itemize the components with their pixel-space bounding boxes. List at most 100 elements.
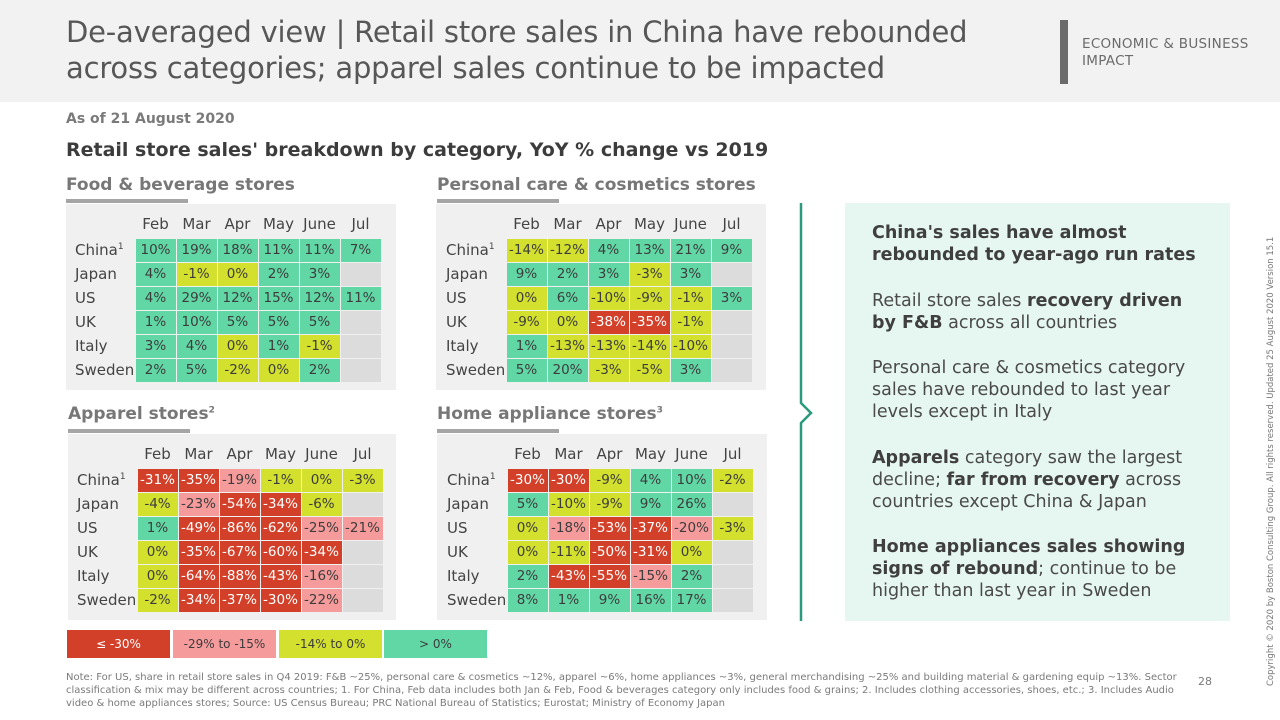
heatmap-cell: 0% [505, 285, 548, 311]
heatmap-cell: -34% [259, 491, 302, 517]
table-row: Italy 2% -43% -55% -15% 2% [445, 563, 754, 589]
table-row: Sweden 2% 5% -2% 0% 2% [73, 357, 382, 383]
legend-label: -14% to 0% [295, 637, 366, 651]
heatmap-cell: -9% [588, 467, 631, 493]
heatmap-cell: 11% [298, 237, 341, 263]
heatmap-cell: 5% [175, 357, 218, 383]
panel-title-text: Home appliance stores [437, 404, 657, 424]
header-corner [444, 210, 506, 238]
heatmap-cell: -35% [177, 539, 220, 565]
month-header: May [264, 444, 296, 463]
month-header: Feb [144, 444, 171, 463]
heatmap-cell: 10% [175, 309, 218, 335]
heatmap-cell: -35% [177, 467, 220, 493]
heatmap-cell: -3% [628, 261, 671, 287]
heatmap-cell: 0% [136, 539, 179, 565]
heatmap-cell: 4% [134, 261, 177, 287]
country-name: Italy [446, 337, 479, 355]
heatmap-cell: -1% [298, 333, 341, 359]
country-name: US [447, 519, 468, 537]
heatmap-cell: -43% [547, 563, 590, 589]
panel-underline [68, 429, 190, 433]
heatmap-cell: -53% [588, 515, 631, 541]
country-label: Japan [73, 262, 135, 286]
takeaway-text: across all countries [942, 313, 1118, 333]
takeaway-apparel: Apparels category saw the largest declin… [872, 447, 1202, 513]
footnote-marker: 1 [488, 242, 495, 252]
heatmap-cell: -10% [547, 491, 590, 517]
country-label: China1 [445, 468, 507, 492]
heatmap-cell: -9% [628, 285, 671, 311]
heatmap-cell: 3% [298, 261, 341, 287]
table-row: US 4% 29% 12% 15% 12% 11% [73, 285, 382, 311]
country-name: UK [77, 543, 98, 561]
legend-label: > 0% [419, 637, 452, 651]
heatmap-cell: -4% [136, 491, 179, 517]
legend-item-29-to-15: -29% to -15% [173, 630, 276, 658]
takeaway-text: China's sales have almost rebounded to y… [872, 223, 1196, 265]
heatmap-cell: 17% [670, 587, 713, 613]
takeaway-text: across countries except China & Japan [872, 470, 1182, 512]
takeaway-emphasis: far from recovery [946, 470, 1120, 490]
heatmap-cell: 5% [257, 309, 300, 335]
table-row: China1 -31% -35% -19% -1% 0% -3% [75, 467, 384, 493]
heatmap-cell: 2% [506, 563, 549, 589]
month-header: Mar [184, 444, 213, 463]
country-name: China [75, 241, 118, 259]
country-name: Italy [447, 567, 480, 585]
heatmap-cell: 1% [136, 515, 179, 541]
heatmap-cell: 3% [134, 333, 177, 359]
heatmap-cell: -1% [669, 309, 712, 335]
country-name: US [75, 289, 96, 307]
heatmap-cell: -1% [175, 261, 218, 287]
heatmap-cell: 12% [298, 285, 341, 311]
heatmap-cell: -9% [505, 309, 548, 335]
heatmap-cell: 12% [216, 285, 259, 311]
country-label: UK [444, 310, 506, 334]
table-row: Italy 0% -64% -88% -43% -16% [75, 563, 384, 589]
heatmap-cell: 1% [505, 333, 548, 359]
heatmap-cell: -88% [218, 563, 261, 589]
country-label: Sweden [445, 588, 507, 612]
month-header: Jul [722, 214, 741, 233]
legend-item-gt-0: > 0% [384, 630, 487, 658]
month-header: Feb [513, 214, 540, 233]
takeaway-home-appliance: Home appliances sales showing signs of r… [872, 536, 1202, 602]
heatmap-cell: -22% [300, 587, 343, 613]
country-name: Japan [77, 495, 119, 513]
heatmap-cell: 8% [506, 587, 549, 613]
heatmap-cell: 5% [506, 491, 549, 517]
heatmap-cell: -43% [259, 563, 302, 589]
country-label: China1 [444, 238, 506, 262]
country-name: Japan [446, 265, 488, 283]
month-header-row: Feb Mar Apr May June Jul [75, 440, 383, 468]
heatmap-cell [711, 491, 754, 517]
heatmap-cell: -62% [259, 515, 302, 541]
month-header: June [675, 444, 708, 463]
section-tag: ECONOMIC & BUSINESS IMPACT [1082, 36, 1249, 69]
heatmap-cell [341, 563, 384, 589]
month-header: Mar [554, 444, 583, 463]
heatmap-cell: 20% [546, 357, 589, 383]
heatmap-cell [710, 309, 753, 335]
page-number: 28 [1198, 675, 1212, 688]
heatmap-cell: -2% [711, 467, 754, 493]
table-row: UK 0% -11% -50% -31% 0% [445, 539, 754, 565]
heatmap-cell: -18% [547, 515, 590, 541]
month-header: Apr [224, 214, 251, 233]
panel-underline [437, 429, 559, 433]
footnote-marker: 1 [119, 472, 126, 482]
heatmap-cell: -1% [669, 285, 712, 311]
table-row: UK 1% 10% 5% 5% 5% [73, 309, 382, 335]
country-name: Sweden [75, 361, 135, 379]
heatmap-cell: 2% [298, 357, 341, 383]
heatmap-cell: 4% [629, 467, 672, 493]
month-header: Apr [596, 444, 623, 463]
heatmap-cell [711, 539, 754, 565]
panel-title-home-appliance: Home appliance stores3 [437, 404, 663, 424]
heatmap-cell: 11% [257, 237, 300, 263]
country-name: US [77, 519, 98, 537]
month-header: June [674, 214, 707, 233]
country-label: Sweden [444, 358, 506, 382]
heatmap-cell: -55% [588, 563, 631, 589]
